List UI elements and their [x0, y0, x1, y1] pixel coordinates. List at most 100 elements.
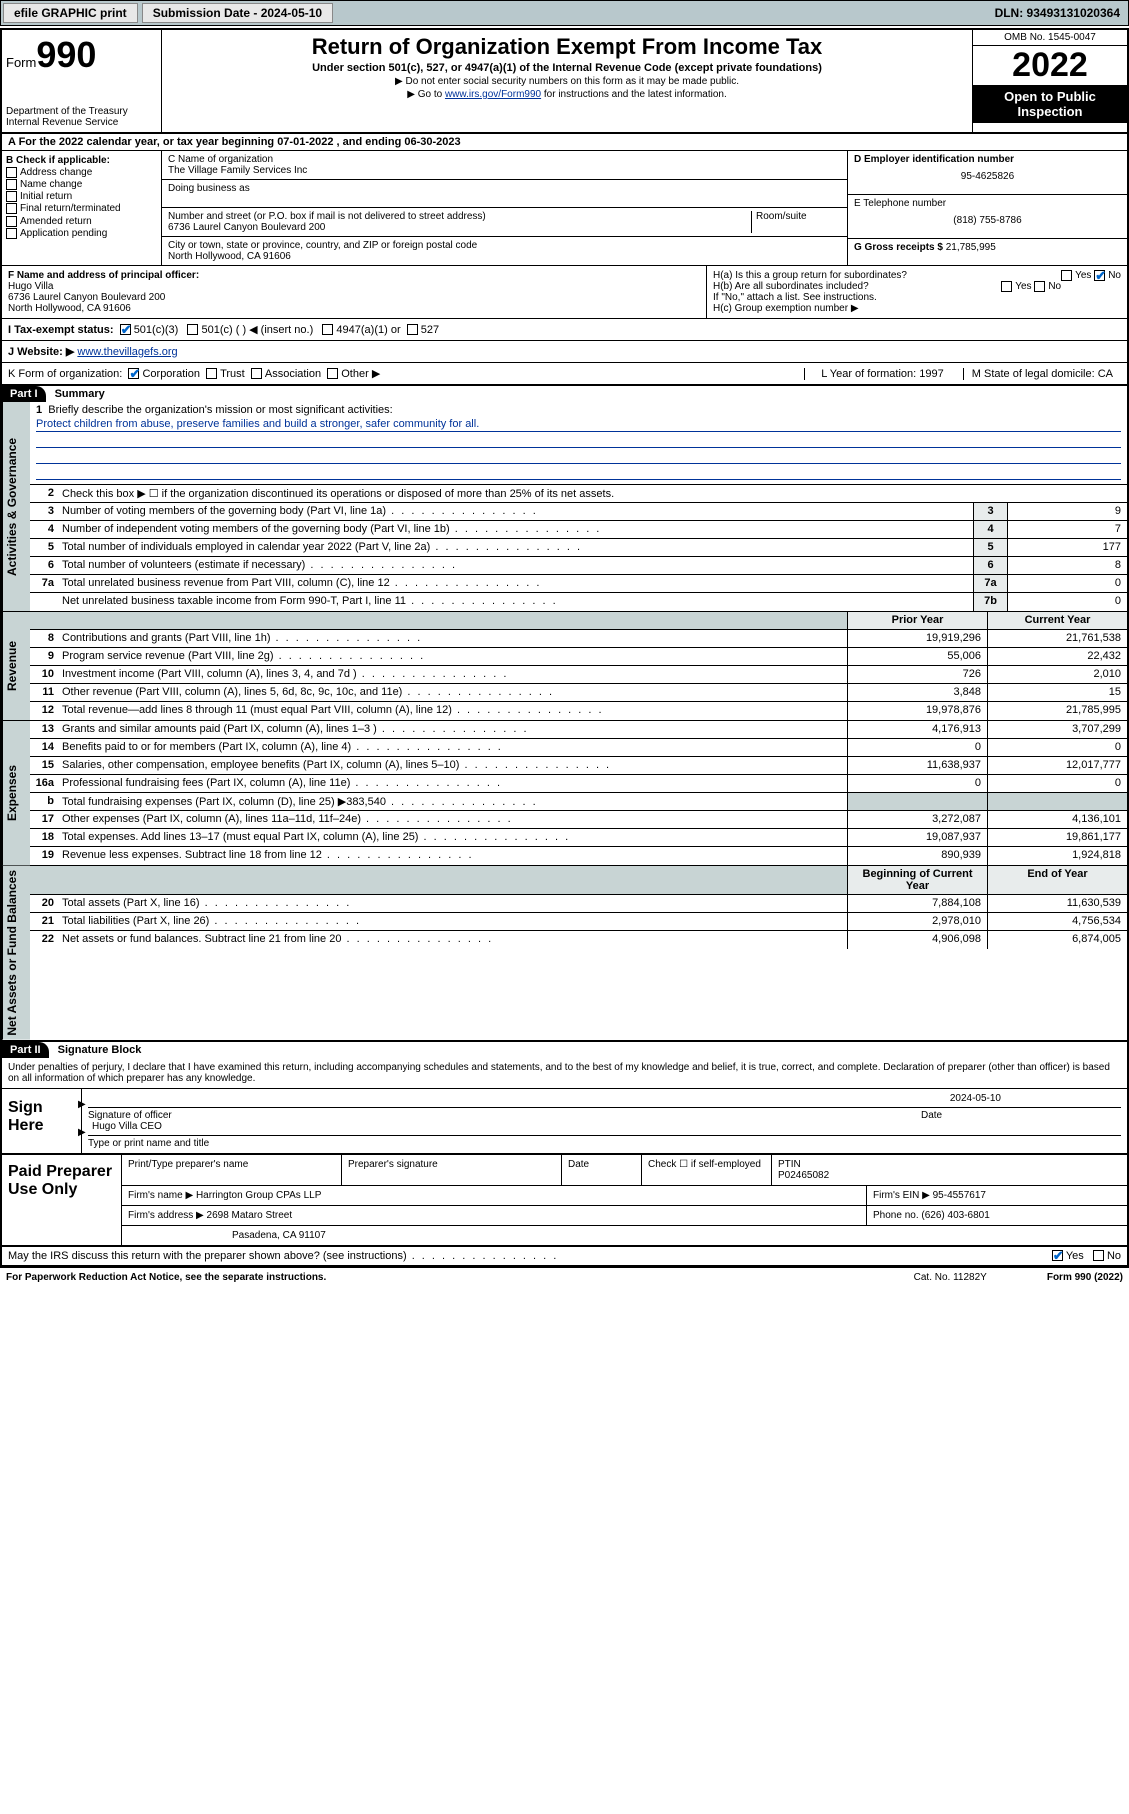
cb-final-return[interactable]: Final return/terminated — [6, 203, 157, 214]
ha-no-cb[interactable] — [1094, 270, 1105, 281]
line-2-desc: Check this box ▶ ☐ if the organization d… — [58, 485, 1127, 502]
rev-line-12: 12Total revenue—add lines 8 through 11 (… — [30, 702, 1127, 720]
vtab-revenue: Revenue — [2, 612, 30, 720]
discuss-row: May the IRS discuss this return with the… — [2, 1247, 1127, 1266]
exp-line-b: bTotal fundraising expenses (Part IX, co… — [30, 793, 1127, 811]
firm-name-label: Firm's name ▶ — [128, 1190, 193, 1201]
firm-addr-row: Firm's address ▶ 2698 Mataro Street Phon… — [122, 1206, 1127, 1226]
officer-name: Hugo Villa — [8, 281, 53, 292]
city-label: City or town, state or province, country… — [168, 240, 841, 251]
exp-line-17: 17Other expenses (Part IX, column (A), l… — [30, 811, 1127, 829]
vtab-net-assets: Net Assets or Fund Balances — [2, 866, 30, 1040]
row-j: J Website: ▶ www.thevillagefs.org — [2, 341, 1127, 363]
mission-text: Protect children from abuse, preserve fa… — [36, 418, 1121, 432]
sig-date-value: 2024-05-10 — [950, 1093, 1001, 1104]
header-mid: Return of Organization Exempt From Incom… — [162, 30, 972, 132]
cb-other[interactable] — [327, 368, 338, 379]
form-number: Form990 — [6, 34, 157, 76]
topbar: efile GRAPHIC print Submission Date - 20… — [0, 0, 1129, 26]
officer-name-title: Hugo Villa CEO — [92, 1121, 162, 1132]
gov-line-7a: 7aTotal unrelated business revenue from … — [30, 575, 1127, 593]
paid-preparer-label: Paid Preparer Use Only — [2, 1155, 122, 1245]
firm-addr1: 2698 Mataro Street — [207, 1210, 293, 1221]
hb-no-cb[interactable] — [1034, 281, 1045, 292]
addr-label: Number and street (or P.O. box if mail i… — [168, 211, 751, 222]
form-990-big: 990 — [36, 34, 96, 75]
hb-yes-cb[interactable] — [1001, 281, 1012, 292]
cb-501c[interactable] — [187, 324, 198, 335]
rev-line-8: 8Contributions and grants (Part VIII, li… — [30, 630, 1127, 648]
cb-corp[interactable] — [128, 368, 139, 379]
submission-date-button[interactable]: Submission Date - 2024-05-10 — [142, 3, 333, 23]
hb-note: If "No," attach a list. See instructions… — [713, 292, 1121, 303]
discuss-label: May the IRS discuss this return with the… — [8, 1250, 558, 1262]
rev-line-10: 10Investment income (Part VIII, column (… — [30, 666, 1127, 684]
exp-line-18: 18Total expenses. Add lines 13–17 (must … — [30, 829, 1127, 847]
sign-here-block: Sign Here ▶ 2024-05-10 Signature of offi… — [2, 1088, 1127, 1155]
open-line2: Inspection — [1017, 104, 1082, 119]
irs-label: Internal Revenue Service — [6, 117, 157, 128]
page-footer: For Paperwork Reduction Act Notice, see … — [0, 1268, 1129, 1287]
net-line-20: 20Total assets (Part X, line 16)7,884,10… — [30, 895, 1127, 913]
phone-label-2: Phone no. — [873, 1210, 919, 1221]
preparer-name-label: Print/Type preparer's name — [122, 1155, 342, 1185]
form-subtitle: Under section 501(c), 527, or 4947(a)(1)… — [166, 62, 968, 74]
rev-line-11: 11Other revenue (Part VIII, column (A), … — [30, 684, 1127, 702]
paperwork-notice: For Paperwork Reduction Act Notice, see … — [6, 1272, 326, 1283]
header-right: OMB No. 1545-0047 2022 Open to Public In… — [972, 30, 1127, 132]
tax-year: 2022 — [973, 46, 1127, 85]
exp-line-13: 13Grants and similar amounts paid (Part … — [30, 721, 1127, 739]
cb-name-change[interactable]: Name change — [6, 179, 157, 190]
efile-print-button[interactable]: efile GRAPHIC print — [3, 3, 138, 23]
part-1-header-row: Part I Summary — [2, 386, 1127, 402]
revenue-lines: Prior Year Current Year 8Contributions a… — [30, 612, 1127, 720]
street-address: 6736 Laurel Canyon Boulevard 200 — [168, 222, 751, 233]
ptin-cell: PTIN P02465082 — [772, 1155, 1127, 1185]
officer-addr2: North Hollywood, CA 91606 — [8, 303, 131, 314]
mission-blank-2 — [36, 450, 1121, 464]
box-c: C Name of organization The Village Famil… — [162, 151, 847, 265]
cb-501c3[interactable] — [120, 324, 131, 335]
sig-arrow-icon: ▶ — [78, 1099, 86, 1110]
dept-treasury: Department of the Treasury — [6, 106, 157, 117]
omb-number: OMB No. 1545-0047 — [973, 30, 1127, 46]
website-link[interactable]: www.thevillagefs.org — [77, 346, 177, 358]
irs-link[interactable]: www.irs.gov/Form990 — [445, 89, 541, 100]
goto-post: for instructions and the latest informat… — [541, 89, 727, 100]
firm-addr-label: Firm's address ▶ — [128, 1210, 204, 1221]
discuss-yes-cb[interactable] — [1052, 1250, 1063, 1261]
cb-assoc[interactable] — [251, 368, 262, 379]
cb-address-change[interactable]: Address change — [6, 167, 157, 178]
form-title: Return of Organization Exempt From Incom… — [166, 34, 968, 60]
dba-cell: Doing business as — [162, 180, 847, 208]
net-assets-lines: Beginning of Current Year End of Year 20… — [30, 866, 1127, 1040]
officer-sig-line: ▶ 2024-05-10 — [88, 1107, 1121, 1108]
mission-blank-1 — [36, 434, 1121, 448]
net-assets-section: Net Assets or Fund Balances Beginning of… — [2, 866, 1127, 1040]
line-a-tax-year: A For the 2022 calendar year, or tax yea… — [2, 134, 1127, 151]
ha-yes-cb[interactable] — [1061, 270, 1072, 281]
box-b: B Check if applicable: Address change Na… — [2, 151, 162, 265]
rev-line-9: 9Program service revenue (Part VIII, lin… — [30, 648, 1127, 666]
box-h: H(a) Is this a group return for subordin… — [707, 266, 1127, 318]
dba-label: Doing business as — [168, 183, 841, 194]
cb-amended[interactable]: Amended return — [6, 216, 157, 227]
cb-4947[interactable] — [322, 324, 333, 335]
form-990: Form990 Department of the Treasury Inter… — [0, 28, 1129, 1268]
ein-value: 95-4625826 — [854, 171, 1121, 182]
expenses-section: Expenses 13Grants and similar amounts pa… — [2, 721, 1127, 866]
cb-trust[interactable] — [206, 368, 217, 379]
discuss-no-cb[interactable] — [1093, 1250, 1104, 1261]
perjury-declaration: Under penalties of perjury, I declare th… — [2, 1058, 1127, 1088]
ein-label: D Employer identification number — [854, 154, 1121, 165]
cb-initial-return[interactable]: Initial return — [6, 191, 157, 202]
self-employed-check[interactable]: Check ☐ if self-employed — [642, 1155, 772, 1185]
part-2: Part II Signature Block Under penalties … — [2, 1042, 1127, 1266]
end-year-hdr: End of Year — [987, 866, 1127, 894]
cb-app-pending[interactable]: Application pending — [6, 228, 157, 239]
room-label: Room/suite — [756, 211, 841, 222]
form-ref: Form 990 (2022) — [1047, 1272, 1123, 1283]
cb-527[interactable] — [407, 324, 418, 335]
dln-label: DLN: 93493131020364 — [995, 6, 1126, 20]
gross-value: 21,785,995 — [946, 242, 996, 253]
